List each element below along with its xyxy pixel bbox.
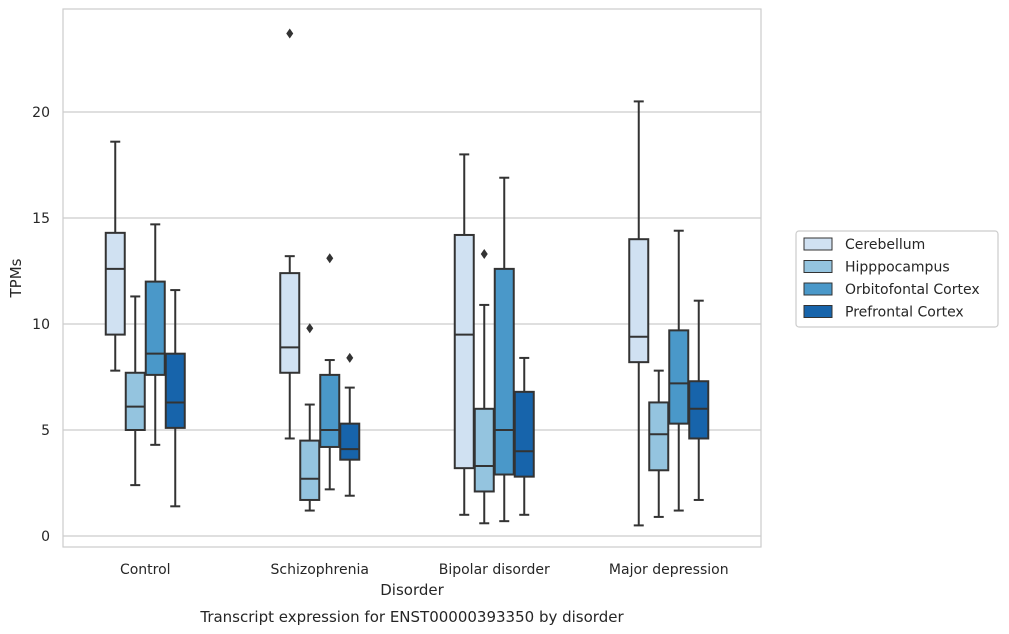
box-body (493, 267, 515, 476)
box-body (279, 272, 301, 374)
box-body (104, 231, 126, 336)
outlier-point (286, 28, 294, 39)
outlier-point (326, 253, 334, 264)
x-tick-label: Schizophrenia (271, 562, 369, 578)
box-body (339, 422, 361, 461)
box-body (299, 439, 321, 501)
y-tick-label: 0 (41, 529, 50, 545)
y-tick-label: 10 (32, 317, 50, 333)
box-body (648, 401, 670, 472)
y-tick-label: 20 (32, 105, 50, 121)
x-tick-label: Bipolar disorder (439, 562, 550, 578)
box-body (453, 233, 475, 470)
legend-swatch (803, 260, 833, 273)
legend-swatch (803, 282, 833, 296)
box-body (668, 329, 690, 425)
box-0-0 (104, 140, 126, 372)
outlier-point (306, 323, 314, 334)
legend-label: Prefrontal Cortex (845, 305, 964, 321)
box-3-2 (668, 229, 690, 512)
legend-swatch (803, 305, 833, 318)
legend: Cerebellum Hipppocampus Orbitofontal Corte… (795, 230, 999, 328)
y-tick-label: 15 (32, 211, 50, 227)
box-1-3 (339, 352, 361, 497)
box-body (513, 390, 535, 478)
box-1-1 (299, 323, 321, 512)
legend-label: Cerebellum (845, 237, 925, 253)
box-body (164, 352, 186, 429)
chart-caption: Transcript expression for ENST0000039335… (199, 608, 624, 626)
box-3-0 (628, 100, 650, 527)
box-body (144, 280, 166, 376)
box-2-2 (493, 176, 515, 523)
box-2-3 (513, 356, 535, 516)
legend-box (795, 230, 999, 328)
legend-swatch (803, 237, 833, 251)
box-body (473, 407, 495, 493)
box-0-1 (124, 295, 146, 487)
x-axis-label: Disorder (380, 581, 444, 599)
outlier-point (346, 352, 354, 363)
legend-label: Orbitofontal Cortex (845, 282, 980, 298)
box-body (124, 371, 146, 432)
box-1-2 (319, 253, 341, 491)
box-2-1 (473, 249, 495, 525)
box-0-3 (164, 289, 186, 508)
box-body (628, 238, 650, 364)
outlier-point (480, 249, 488, 260)
y-tick-labels: 0 5 10 15 20 (32, 105, 50, 545)
box-body (319, 373, 341, 448)
x-tick-labels: Control Schizophrenia Bipolar disorder Majo… (120, 562, 729, 578)
box-1-0 (279, 28, 301, 440)
box-2-0 (453, 153, 475, 516)
box-3-3 (688, 299, 710, 501)
box-3-1 (648, 369, 670, 518)
boxes-layer (104, 28, 710, 527)
y-axis-label: TPMs (7, 258, 25, 298)
x-tick-label: Control (120, 562, 171, 578)
grid-lines (63, 111, 761, 537)
plot-frame (62, 8, 762, 548)
y-tick-label: 5 (41, 423, 50, 439)
x-tick-label: Major depression (609, 562, 729, 578)
legend-label: Hipppocampus (845, 260, 950, 276)
box-0-2 (144, 223, 166, 446)
box-body (688, 380, 710, 440)
